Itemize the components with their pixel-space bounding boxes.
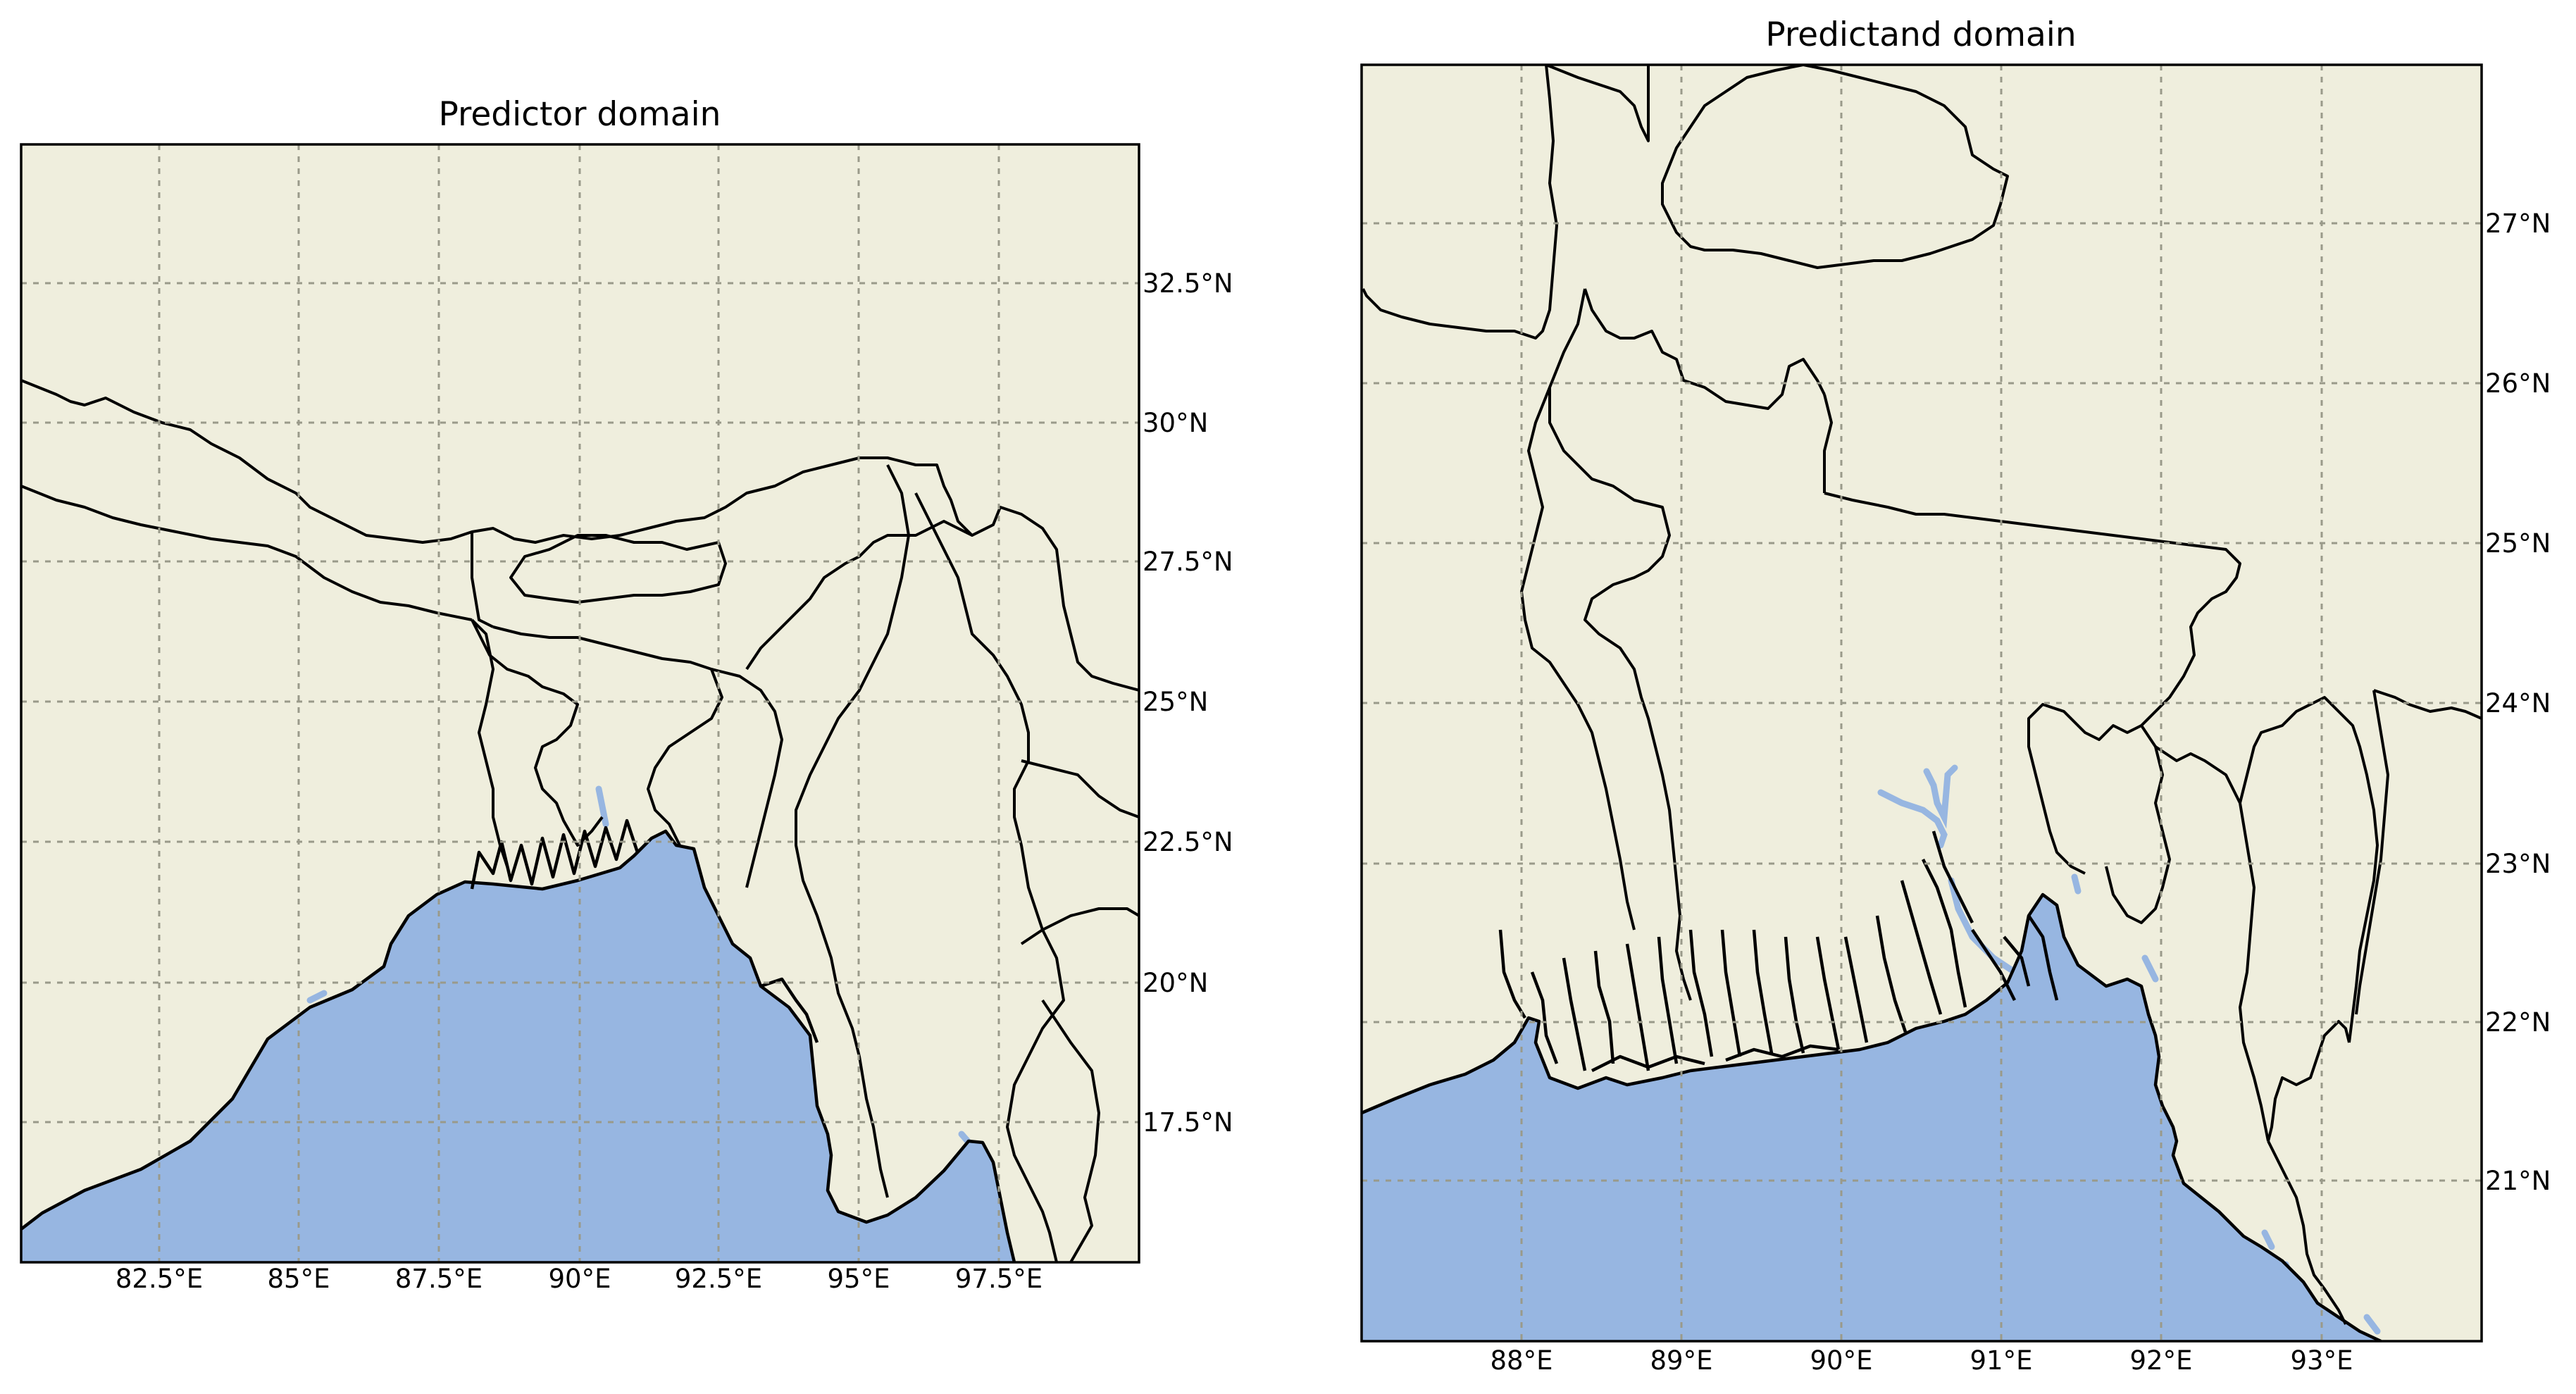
- lat-tick-label: 27.5°N: [1143, 547, 1233, 577]
- lat-tick-label: 27°N: [2485, 209, 2551, 239]
- tripura-border: [2105, 724, 2171, 924]
- myanmar-border: [2239, 696, 2379, 1043]
- myanmar-east-border: [914, 492, 1065, 1262]
- lat-tick-label: 23°N: [2485, 849, 2551, 879]
- lon-tick-label: 92.5°E: [675, 1264, 762, 1294]
- lon-tick-label: 90°E: [1810, 1345, 1873, 1376]
- predictand-lon-tick-labels: 88°E 89°E 90°E 91°E 92°E 93°E: [1491, 1345, 2353, 1376]
- bay-of-bengal: [21, 831, 1014, 1262]
- west-bengal-border: [471, 618, 509, 867]
- lon-tick-label: 95°E: [828, 1264, 890, 1294]
- coastline: [1362, 892, 2382, 1341]
- river-mark: [2363, 1314, 2381, 1335]
- west-bengal-north-border: [1583, 288, 1826, 410]
- predictand-map: Predictand domain: [1360, 15, 2551, 1376]
- lat-tick-label: 26°N: [2485, 368, 2551, 399]
- bhutan-border: [509, 534, 727, 604]
- myanmar-india-border: [711, 668, 783, 888]
- lat-tick-label: 21°N: [2485, 1166, 2551, 1196]
- china-border: [1545, 65, 1650, 142]
- assam-border: [1823, 394, 1833, 493]
- lat-tick-label: 20°N: [1143, 968, 1208, 998]
- china-india-border: [471, 456, 1139, 692]
- lon-tick-label: 85°E: [268, 1264, 330, 1294]
- river-mark: [306, 990, 328, 1004]
- myanmar-east-border: [2267, 1020, 2351, 1142]
- lon-tick-label: 87.5°E: [395, 1264, 483, 1294]
- bay-of-bengal: [1362, 895, 2381, 1341]
- padma-river: [1877, 789, 1948, 849]
- lon-tick-label: 90°E: [549, 1264, 611, 1294]
- predictand-lat-tick-labels: 27°N 26°N 25°N 24°N 23°N 22°N 21°N: [2485, 209, 2551, 1196]
- lat-tick-label: 25°N: [1143, 687, 1208, 717]
- mizoram-border: [2154, 745, 2270, 1142]
- nepal-india-border: [1362, 65, 1558, 340]
- myanmar-north-border: [745, 520, 973, 671]
- predictor-map-frame: [20, 143, 1140, 1264]
- lon-tick-label: 91°E: [1970, 1345, 2033, 1376]
- predictor-map: Predictor domain: [20, 95, 1233, 1294]
- nepal-border: [21, 379, 494, 628]
- lat-tick-label: 22°N: [2485, 1007, 2551, 1038]
- bangladesh-west-border: [1548, 288, 1692, 1001]
- meghna-estuary: [1948, 877, 2018, 976]
- lon-tick-label: 82.5°E: [116, 1264, 203, 1294]
- predictor-lon-tick-labels: 82.5°E 85°E 87.5°E 90°E 92.5°E 95°E 97.5…: [116, 1264, 1043, 1294]
- lat-tick-label: 25°N: [2485, 528, 2551, 559]
- predictor-map-title: Predictor domain: [439, 95, 721, 134]
- myanmar-coast-border: [2267, 1140, 2347, 1325]
- cambodia-border: [1041, 999, 1100, 1262]
- predictand-map-frame: [1360, 63, 2483, 1343]
- laos-border: [1021, 759, 1139, 819]
- coastline: [21, 829, 1016, 1262]
- ganges-delta: [470, 819, 640, 890]
- lat-tick-label: 24°N: [2485, 688, 2551, 718]
- lat-tick-label: 32.5°N: [1143, 268, 1233, 299]
- lon-tick-label: 88°E: [1491, 1345, 1553, 1376]
- predictor-lat-tick-labels: 32.5°N 30°N 27.5°N 25°N 22.5°N 20°N 17.5…: [1143, 268, 1233, 1138]
- lon-tick-label: 97.5°E: [955, 1264, 1043, 1294]
- manipur-border: [2373, 689, 2482, 720]
- lon-tick-label: 89°E: [1650, 1345, 1713, 1376]
- manipur-west-border: [2355, 690, 2389, 1015]
- sundarbans-delta: [1498, 830, 2059, 1073]
- river-mark: [595, 785, 609, 828]
- river-mark: [2071, 873, 2082, 895]
- lon-tick-label: 93°E: [2291, 1345, 2353, 1376]
- lat-tick-label: 30°N: [1143, 408, 1208, 438]
- bangladesh-border: [471, 619, 604, 847]
- west-bengal-west-border: [1520, 387, 1636, 931]
- lat-tick-label: 17.5°N: [1143, 1107, 1233, 1138]
- predictand-map-title: Predictand domain: [1765, 15, 2076, 54]
- bangladesh-east-border: [492, 626, 723, 846]
- bhutan-border: [1661, 65, 2009, 269]
- lon-tick-label: 92°E: [2130, 1345, 2193, 1376]
- predictand-gridlines: [1362, 65, 2482, 1341]
- river-mark: [2261, 1229, 2275, 1250]
- nepal-southern-border: [21, 485, 473, 621]
- arakan-coast-islands: [760, 977, 819, 1043]
- lat-tick-label: 22.5°N: [1143, 827, 1233, 857]
- bangladesh-north-border: [1824, 492, 2241, 875]
- thailand-border: [1020, 907, 1139, 945]
- meghna-river: [1923, 764, 1958, 829]
- myanmar-thailand-border: [795, 464, 910, 1198]
- river-mark: [2141, 954, 2159, 983]
